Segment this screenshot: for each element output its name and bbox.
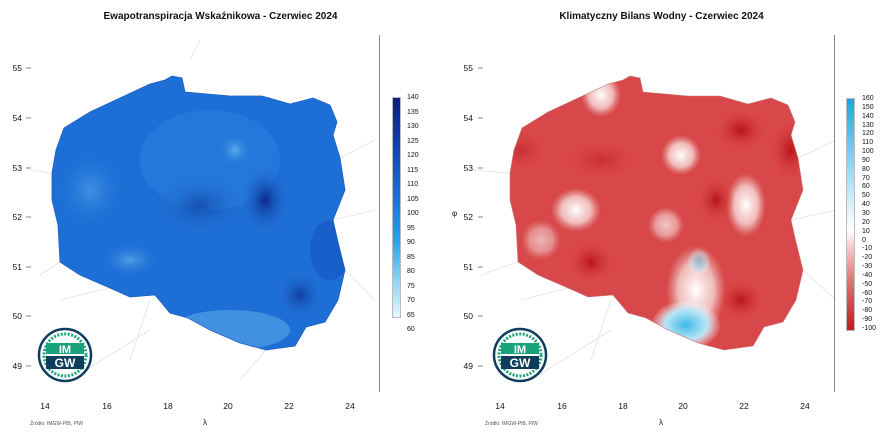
et-legend-tick-label: 60 xyxy=(407,326,415,333)
et-legend-tick-label: 115 xyxy=(407,166,419,174)
kbw-legend-tick-label: 20 xyxy=(862,218,870,226)
kbw-x-tick-label: 24 xyxy=(800,401,810,411)
logo-top-text: IM xyxy=(59,344,71,356)
et-y-tick-label: 50 xyxy=(12,311,22,321)
kbw-legend-tick-label: 150 xyxy=(862,103,874,111)
kbw-map-svg xyxy=(470,67,837,381)
et-legend-tick-label: 85 xyxy=(407,253,415,261)
kbw-legend-tick-label: 80 xyxy=(862,165,870,173)
kbw-x-tick-label: 22 xyxy=(739,401,749,411)
et-legend-tick-label: 90 xyxy=(407,239,415,246)
et-source-note: Źródło: IMGW-PIB, PIW xyxy=(30,421,83,427)
kbw-frame-line xyxy=(834,35,835,392)
kbw-legend-tick-label: 0 xyxy=(862,236,866,244)
kbw-x-tick-label: 20 xyxy=(678,401,688,411)
kbw-legend-tick-label: 30 xyxy=(862,210,870,217)
kbw-neighbour-borders xyxy=(470,139,837,381)
et-legend-tick-label: 80 xyxy=(407,268,415,275)
et-map-panel: Ewapotranspiracja Wskaźnikowa - Czerwiec… xyxy=(12,11,419,427)
imgw-logo: IM GW xyxy=(37,327,93,388)
et-legend-tick-label: 95 xyxy=(407,224,415,232)
kbw-y-tick-marks xyxy=(478,67,483,367)
et-neighbour-borders xyxy=(29,39,376,381)
et-x-tick-label: 16 xyxy=(102,401,112,411)
kbw-legend-tick-label: 140 xyxy=(862,112,874,120)
kbw-x-tick-label: 16 xyxy=(557,401,567,411)
kbw-country-outline xyxy=(509,75,804,351)
kbw-legend-tick-label: 10 xyxy=(862,227,870,235)
et-legend-tick-label: 110 xyxy=(407,181,419,188)
et-x-axis-label: λ xyxy=(203,418,207,427)
et-y-tick-marks xyxy=(26,67,31,367)
kbw-map-title: Klimatyczny Bilans Wodny - Czerwiec 2024 xyxy=(559,11,764,22)
logo-bottom-text: GW xyxy=(510,356,531,370)
kbw-legend-tick-label: 90 xyxy=(862,156,870,164)
et-legend-tick-label: 65 xyxy=(407,311,415,319)
kbw-legend-tick-label: 110 xyxy=(862,139,874,147)
kbw-legend-tick-label: -50 xyxy=(862,280,873,288)
kbw-legend-tick-label: 60 xyxy=(862,183,870,191)
et-y-tick-label: 53 xyxy=(12,163,22,173)
et-legend-tick-label: 125 xyxy=(407,137,419,145)
kbw-map-panel: Klimatyczny Bilans Wodny - Czerwiec 2024 xyxy=(441,0,882,433)
kbw-y-tick-label: 55 xyxy=(463,63,473,73)
et-frame-line xyxy=(379,35,380,392)
et-legend-tick-label: 70 xyxy=(407,297,415,304)
et-y-tick-label: 54 xyxy=(12,113,22,123)
kbw-legend-tick-label: -90 xyxy=(862,316,873,324)
et-y-tick-label: 49 xyxy=(12,361,22,371)
kbw-y-tick-label: 51 xyxy=(463,262,473,272)
et-y-tick-label: 52 xyxy=(12,212,22,222)
kbw-y-tick-label: 53 xyxy=(463,163,473,173)
kbw-x-axis-label: λ xyxy=(659,418,663,427)
kbw-legend-tick-label: -60 xyxy=(862,289,873,297)
kbw-legend-tick-label: -20 xyxy=(862,254,873,262)
kbw-legend-tick-label: -100 xyxy=(862,325,877,332)
kbw-legend-tick-label: -10 xyxy=(862,245,873,253)
et-legend-tick-label: 120 xyxy=(407,152,419,159)
et-x-tick-label: 14 xyxy=(40,401,50,411)
et-legend-tick-label: 140 xyxy=(407,94,419,101)
kbw-legend-colorbar xyxy=(846,98,855,331)
imgw-logo: IM GW xyxy=(492,327,548,388)
et-legend-tick-label: 135 xyxy=(407,108,419,116)
et-legend-tick-label: 130 xyxy=(407,123,419,130)
kbw-legend-tick-label: -30 xyxy=(862,263,873,271)
et-map-svg xyxy=(26,39,376,381)
logo-top-text: IM xyxy=(514,344,526,356)
et-y-tick-label: 55 xyxy=(12,63,22,73)
kbw-y-axis-label: φ xyxy=(452,209,458,218)
et-legend-tick-label: 75 xyxy=(407,282,415,290)
et-legend-colorbar xyxy=(392,97,401,318)
et-country-outline xyxy=(51,75,346,351)
et-x-tick-label: 24 xyxy=(345,401,355,411)
kbw-legend-tick-label: -70 xyxy=(862,298,873,306)
kbw-legend-tick-label: 40 xyxy=(862,201,870,209)
kbw-legend-tick-label: 160 xyxy=(862,95,874,102)
kbw-source-note: Źródło: IMGW-PIB, PIW xyxy=(485,421,538,427)
kbw-x-tick-label: 18 xyxy=(618,401,628,411)
et-x-tick-label: 22 xyxy=(284,401,294,411)
kbw-y-tick-label: 49 xyxy=(463,361,473,371)
et-map-title: Ewapotranspiracja Wskaźnikowa - Czerwiec… xyxy=(103,11,338,22)
kbw-legend-tick-label: 100 xyxy=(862,148,874,156)
et-x-tick-label: 20 xyxy=(223,401,233,411)
kbw-legend-tick-label: 70 xyxy=(862,174,870,182)
kbw-x-tick-label: 14 xyxy=(495,401,505,411)
kbw-legend-tick-label: 50 xyxy=(862,192,870,200)
et-y-tick-label: 51 xyxy=(12,262,22,272)
et-legend-tick-label: 100 xyxy=(407,210,419,217)
kbw-legend-tick-label: -40 xyxy=(862,271,873,279)
logo-bottom-text: GW xyxy=(55,356,76,370)
kbw-y-tick-label: 50 xyxy=(463,311,473,321)
kbw-legend-tick-label: -80 xyxy=(862,307,873,315)
kbw-y-tick-label: 54 xyxy=(463,113,473,123)
kbw-y-tick-label: 52 xyxy=(463,212,473,222)
kbw-legend-tick-label: 120 xyxy=(862,130,874,138)
kbw-legend-tick-label: 130 xyxy=(862,121,874,129)
et-x-tick-label: 18 xyxy=(163,401,173,411)
et-legend-tick-label: 105 xyxy=(407,195,419,203)
kbw-country-fill xyxy=(510,76,803,350)
